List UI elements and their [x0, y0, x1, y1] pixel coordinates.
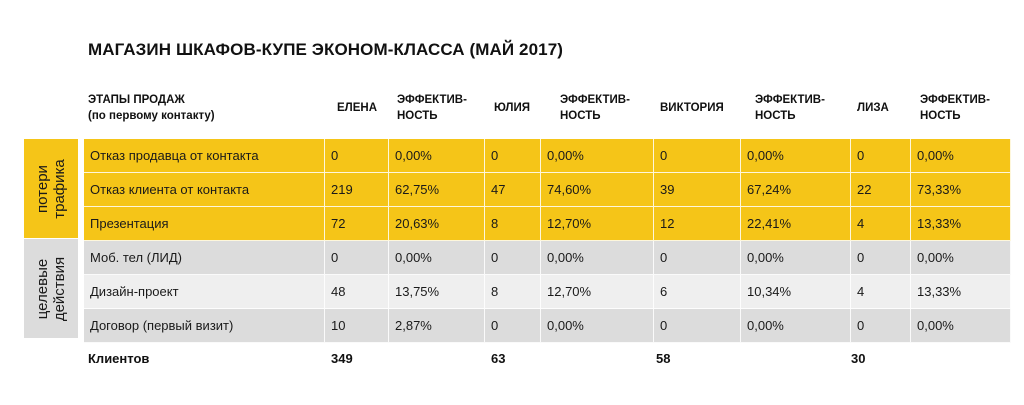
header-employee-yulia: ЮЛИЯ — [494, 102, 531, 114]
efficiency-cell: 0,00% — [389, 139, 485, 173]
efficiency-cell: 2,87% — [389, 309, 485, 343]
count-cell: 72 — [325, 207, 389, 241]
count-cell: 0 — [485, 309, 541, 343]
header-efficiency-4: ЭФФЕКТИВ- НОСТЬ — [920, 92, 990, 124]
count-cell: 8 — [485, 207, 541, 241]
efficiency-cell: 0,00% — [741, 309, 851, 343]
totals-label: Клиентов — [88, 351, 150, 366]
efficiency-cell: 22,41% — [741, 207, 851, 241]
header-efficiency-line1: ЭФФЕКТИВ- — [755, 94, 825, 106]
table-row: Дизайн-проект 48 13,75% 8 12,70% 6 10,34% 4 13,3… — [84, 275, 1011, 309]
header-efficiency-line1: ЭФФЕКТИВ- — [397, 94, 467, 106]
count-cell: 47 — [485, 173, 541, 207]
header-stages: ЭТАПЫ ПРОДАЖ (по первому контакту) — [88, 92, 215, 124]
count-cell: 10 — [325, 309, 389, 343]
group-label-traffic-loss-text: потери трафика — [34, 158, 69, 219]
stage-cell: Отказ продавца от контакта — [84, 139, 325, 173]
header-employee-elena: ЕЛЕНА — [337, 102, 378, 114]
header-employee-liza: ЛИЗА — [857, 102, 889, 114]
efficiency-cell: 73,33% — [911, 173, 1011, 207]
count-cell: 8 — [485, 275, 541, 309]
table-row: Отказ продавца от контакта 0 0,00% 0 0,00% 0 0… — [84, 139, 1011, 173]
efficiency-cell: 74,60% — [541, 173, 654, 207]
header-efficiency-line2: НОСТЬ — [920, 110, 961, 122]
table-row: Презентация 72 20,63% 8 12,70% 12 22,41% 4 13,33… — [84, 207, 1011, 241]
table-row: Договор (первый визит) 10 2,87% 0 0,00% 0 0,00… — [84, 309, 1011, 343]
header-efficiency-line1: ЭФФЕКТИВ- — [920, 94, 990, 106]
total-liza: 30 — [851, 351, 866, 366]
count-cell: 6 — [654, 275, 741, 309]
count-cell: 0 — [325, 241, 389, 275]
header-employee-viktoria: ВИКТОРИЯ — [660, 102, 724, 114]
efficiency-cell: 0,00% — [541, 309, 654, 343]
count-cell: 0 — [851, 309, 911, 343]
header-efficiency-line2: НОСТЬ — [397, 110, 438, 122]
total-elena: 349 — [331, 351, 353, 366]
stage-cell: Отказ клиента от контакта — [84, 173, 325, 207]
efficiency-cell: 13,33% — [911, 207, 1011, 241]
efficiency-cell: 13,33% — [911, 275, 1011, 309]
efficiency-cell: 20,63% — [389, 207, 485, 241]
efficiency-cell: 0,00% — [389, 241, 485, 275]
count-cell: 4 — [851, 275, 911, 309]
stage-cell: Договор (первый визит) — [84, 309, 325, 343]
count-cell: 0 — [851, 139, 911, 173]
efficiency-cell: 0,00% — [741, 139, 851, 173]
count-cell: 0 — [485, 139, 541, 173]
header-efficiency-1: ЭФФЕКТИВ- НОСТЬ — [397, 92, 467, 124]
efficiency-cell: 13,75% — [389, 275, 485, 309]
count-cell: 12 — [654, 207, 741, 241]
efficiency-cell: 0,00% — [541, 139, 654, 173]
efficiency-cell: 12,70% — [541, 207, 654, 241]
efficiency-cell: 0,00% — [911, 309, 1011, 343]
stage-cell: Моб. тел (ЛИД) — [84, 241, 325, 275]
count-cell: 4 — [851, 207, 911, 241]
count-cell: 22 — [851, 173, 911, 207]
header-efficiency-line2: НОСТЬ — [560, 110, 601, 122]
header-efficiency-3: ЭФФЕКТИВ- НОСТЬ — [755, 92, 825, 124]
count-cell: 0 — [654, 241, 741, 275]
total-yulia: 63 — [491, 351, 506, 366]
count-cell: 0 — [654, 309, 741, 343]
efficiency-cell: 0,00% — [541, 241, 654, 275]
efficiency-cell: 12,70% — [541, 275, 654, 309]
group-label-target-actions: целевые действия — [24, 239, 78, 338]
count-cell: 39 — [654, 173, 741, 207]
header-stages-subtitle: (по первому контакту) — [88, 110, 215, 122]
header-efficiency-2: ЭФФЕКТИВ- НОСТЬ — [560, 92, 630, 124]
sales-stages-table: Отказ продавца от контакта 0 0,00% 0 0,00% 0 0… — [84, 139, 1011, 343]
header-efficiency-line1: ЭФФЕКТИВ- — [560, 94, 630, 106]
efficiency-cell: 0,00% — [741, 241, 851, 275]
count-cell: 48 — [325, 275, 389, 309]
count-cell: 0 — [325, 139, 389, 173]
group-label-target-actions-text: целевые действия — [34, 256, 69, 321]
header-stages-title: ЭТАПЫ ПРОДАЖ — [88, 94, 185, 106]
efficiency-cell: 0,00% — [911, 139, 1011, 173]
efficiency-cell: 62,75% — [389, 173, 485, 207]
table-row: Моб. тел (ЛИД) 0 0,00% 0 0,00% 0 0,00% 0 0,00% — [84, 241, 1011, 275]
count-cell: 0 — [654, 139, 741, 173]
total-viktoria: 58 — [656, 351, 671, 366]
group-label-traffic-loss: потери трафика — [24, 139, 78, 238]
count-cell: 0 — [485, 241, 541, 275]
efficiency-cell: 67,24% — [741, 173, 851, 207]
count-cell: 0 — [851, 241, 911, 275]
efficiency-cell: 10,34% — [741, 275, 851, 309]
stage-cell: Презентация — [84, 207, 325, 241]
stage-cell: Дизайн-проект — [84, 275, 325, 309]
header-efficiency-line2: НОСТЬ — [755, 110, 796, 122]
count-cell: 219 — [325, 173, 389, 207]
table-row: Отказ клиента от контакта 219 62,75% 47 74,6… — [84, 173, 1011, 207]
efficiency-cell: 0,00% — [911, 241, 1011, 275]
page-title: МАГАЗИН ШКАФОВ-КУПЕ ЭКОНОМ-КЛАССА (МАЙ 2… — [88, 40, 564, 59]
